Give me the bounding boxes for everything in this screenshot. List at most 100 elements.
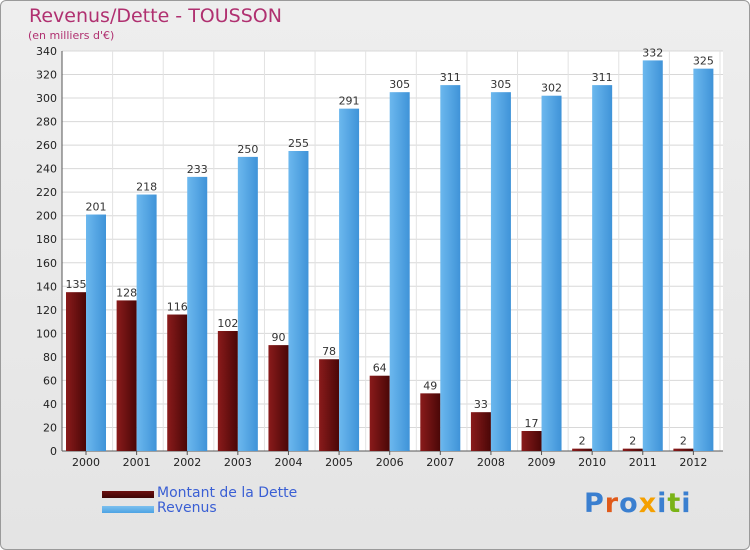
bar-dette	[217, 331, 238, 451]
chart-subtitle: (en milliers d'€)	[28, 29, 115, 42]
proxiti-logo: Proxiti	[584, 488, 692, 519]
data-label-dette: 102	[217, 317, 238, 330]
data-label-dette: 2	[579, 435, 586, 448]
y-tick-label: 60	[43, 374, 57, 387]
bar-revenus	[86, 214, 106, 451]
bar-revenus	[136, 194, 157, 451]
y-tick-label: 160	[36, 257, 57, 270]
data-label-revenus: 311	[440, 71, 461, 84]
chart-title: Revenus/Dette - TOUSSON	[29, 5, 282, 27]
x-tick-label: 2007	[426, 456, 454, 469]
data-label-dette: 135	[66, 278, 87, 291]
data-label-revenus: 325	[693, 55, 714, 68]
bar-dette	[470, 412, 491, 451]
data-label-revenus: 291	[339, 95, 360, 108]
legend-label-revenus: Revenus	[157, 500, 217, 516]
y-tick-label: 80	[43, 351, 57, 364]
data-label-dette: 128	[116, 286, 137, 299]
bar-dette	[369, 375, 390, 451]
y-tick-label: 240	[36, 163, 57, 176]
logo-letter: P	[584, 488, 605, 519]
y-tick-label: 340	[36, 45, 57, 58]
bar-dette	[521, 431, 542, 451]
data-label-revenus: 218	[136, 181, 157, 194]
y-tick-label: 140	[36, 280, 57, 293]
bars	[66, 60, 714, 452]
bar-revenus	[339, 108, 360, 451]
bar-revenus	[642, 60, 663, 451]
bar-dette	[66, 292, 86, 451]
data-label-revenus: 302	[541, 82, 562, 95]
data-label-dette: 64	[373, 362, 387, 375]
logo-letter: o	[619, 488, 639, 519]
bar-dette	[572, 448, 593, 451]
x-tick-label: 2011	[629, 456, 657, 469]
logo-letter: i	[657, 488, 668, 519]
data-label-dette: 90	[271, 331, 285, 344]
bar-revenus	[592, 85, 613, 451]
x-tick-label: 2000	[72, 456, 100, 469]
logo-letter: t	[667, 488, 682, 519]
data-label-dette: 2	[680, 435, 687, 448]
x-tick-label: 2012	[679, 456, 707, 469]
data-label-revenus: 201	[86, 201, 107, 214]
legend-swatch-dette	[102, 491, 154, 498]
x-tick-label: 2002	[173, 456, 201, 469]
bar-revenus	[440, 85, 461, 451]
y-tick-label: 180	[36, 233, 57, 246]
y-tick-label: 220	[36, 186, 57, 199]
x-tick-label: 2009	[528, 456, 556, 469]
data-label-revenus: 255	[288, 137, 309, 150]
logo-letter: i	[681, 488, 692, 519]
x-tick-label: 2008	[477, 456, 505, 469]
x-tick-label: 2003	[224, 456, 252, 469]
y-tick-label: 0	[50, 445, 57, 458]
y-tick-label: 120	[36, 304, 57, 317]
data-label-dette: 17	[525, 417, 539, 430]
data-label-revenus: 311	[592, 71, 613, 84]
data-label-revenus: 233	[187, 163, 208, 176]
x-tick-label: 2004	[274, 456, 302, 469]
bar-dette	[268, 345, 289, 451]
bar-revenus	[490, 92, 511, 452]
y-tick-label: 100	[36, 327, 57, 340]
bar-dette	[673, 448, 694, 451]
logo-letter: r	[604, 488, 620, 519]
y-tick-label: 40	[43, 398, 57, 411]
data-label-revenus: 305	[389, 78, 410, 91]
data-label-revenus: 305	[490, 78, 511, 91]
bar-revenus	[288, 151, 309, 451]
data-labels: 1352011282181162331022509025578291643054…	[66, 46, 714, 447]
legend-label-dette: Montant de la Dette	[157, 485, 298, 501]
data-label-revenus: 332	[642, 46, 663, 59]
bar-revenus	[187, 176, 208, 451]
y-tick-label: 300	[36, 92, 57, 105]
y-tick-label: 200	[36, 210, 57, 223]
y-tick-label: 320	[36, 69, 57, 82]
bar-revenus	[389, 92, 410, 452]
x-tick-label: 2006	[376, 456, 404, 469]
data-label-revenus: 250	[237, 143, 258, 156]
bar-revenus	[693, 68, 714, 451]
bar-dette	[622, 448, 643, 451]
y-tick-label: 260	[36, 139, 57, 152]
data-label-dette: 78	[322, 345, 336, 358]
legend-swatch-revenus	[102, 506, 154, 513]
x-tick-label: 2010	[578, 456, 606, 469]
data-label-dette: 49	[423, 379, 437, 392]
data-label-dette: 2	[629, 435, 636, 448]
x-tick-label: 2001	[123, 456, 151, 469]
bar-revenus	[237, 156, 258, 451]
data-label-dette: 116	[167, 301, 188, 314]
bar-dette	[420, 393, 441, 451]
y-tick-label: 280	[36, 116, 57, 129]
y-tick-label: 20	[43, 421, 57, 434]
bar-dette	[167, 314, 188, 451]
x-tick-label: 2005	[325, 456, 353, 469]
data-label-dette: 33	[474, 398, 488, 411]
logo-letter: x	[638, 488, 658, 519]
bar-dette	[319, 359, 340, 451]
bar-dette	[116, 300, 137, 451]
